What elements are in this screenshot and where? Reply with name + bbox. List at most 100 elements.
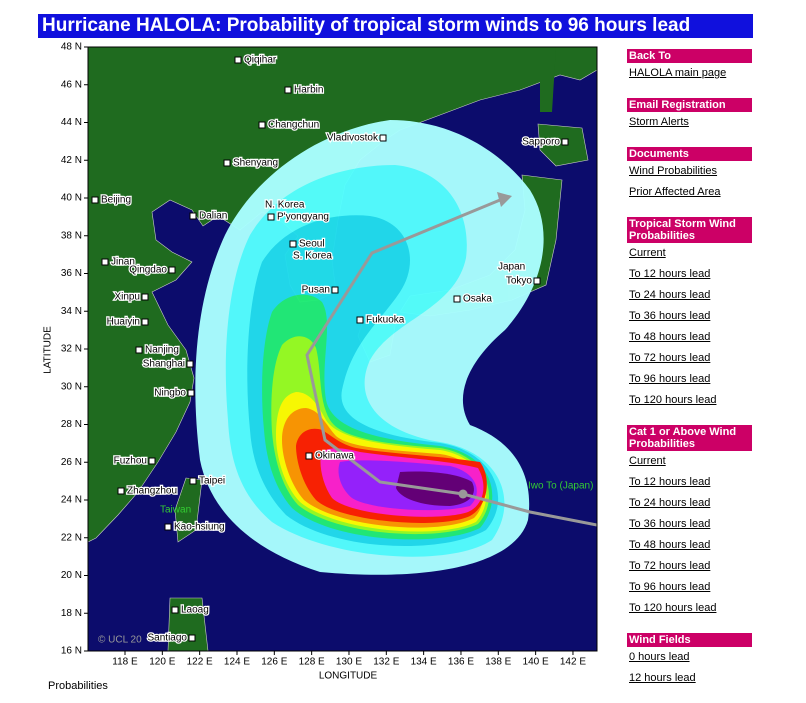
city-label: Ningbo xyxy=(154,388,186,399)
sidebar-section: Tropical Storm Wind Probabilities Current… xyxy=(627,217,752,411)
city-label: Qingdao xyxy=(129,265,167,276)
nav-link[interactable]: To 12 hours lead xyxy=(629,476,711,488)
city-marker xyxy=(91,196,99,204)
latitude-label: 18 N xyxy=(61,608,82,619)
nav-link[interactable]: Current xyxy=(629,247,666,259)
city-label: Dalian xyxy=(199,211,227,222)
nav-link[interactable]: HALOLA main page xyxy=(629,67,727,79)
city-marker xyxy=(141,318,149,326)
latitude-label: 34 N xyxy=(61,306,82,317)
latitude-label: 20 N xyxy=(61,570,82,581)
probability-contours xyxy=(195,120,544,575)
longitude-label: 142 E xyxy=(560,657,586,668)
nav-link[interactable]: To 36 hours lead xyxy=(629,518,711,530)
latitude-label: 36 N xyxy=(61,268,82,279)
latitude-label: 40 N xyxy=(61,193,82,204)
nav-link[interactable]: Prior Affected Area xyxy=(629,186,721,198)
city-label: Osaka xyxy=(463,294,492,305)
city-marker xyxy=(171,606,179,614)
section-heading: Email Registration xyxy=(627,98,752,112)
latitude-label: 48 N xyxy=(61,42,82,53)
city-label: Changchun xyxy=(268,120,319,131)
city-marker xyxy=(284,86,292,94)
nav-link[interactable]: To 72 hours lead xyxy=(629,560,711,572)
latitude-label: 24 N xyxy=(61,495,82,506)
city-marker xyxy=(305,452,313,460)
longitude-label: 132 E xyxy=(373,657,399,668)
city-marker xyxy=(267,213,275,221)
city-label: Jinan xyxy=(111,257,135,268)
latitude-label: 42 N xyxy=(61,155,82,166)
section-heading: Back To xyxy=(627,49,752,63)
nav-link[interactable]: To 36 hours lead xyxy=(629,310,711,322)
storm-track xyxy=(305,198,597,527)
region-label: Iwo To (Japan) xyxy=(528,481,593,492)
latitude-label: 16 N xyxy=(61,646,82,657)
longitude-label: 124 E xyxy=(224,657,250,668)
city-marker xyxy=(533,277,541,285)
latitude-label: 38 N xyxy=(61,230,82,241)
city-marker xyxy=(164,523,172,531)
nav-link[interactable]: To 72 hours lead xyxy=(629,352,711,364)
nav-link[interactable]: To 120 hours lead xyxy=(629,394,717,406)
section-heading: Documents xyxy=(627,147,752,161)
sakhalin xyxy=(540,47,556,112)
city-marker xyxy=(189,477,197,485)
longitude-label: 138 E xyxy=(485,657,511,668)
city-label: Beijing xyxy=(101,195,131,206)
page-title: Hurricane HALOLA: Probability of tropica… xyxy=(38,14,753,38)
map: LATITUDE LONGITUDE © UCL 20 48 N 46 N 44 N… xyxy=(43,42,598,682)
storm-center xyxy=(458,489,468,499)
sidebar-section: Cat 1 or Above Wind Probabilities Current… xyxy=(627,425,752,619)
nav-link[interactable]: To 48 hours lead xyxy=(629,331,711,343)
latitude-label: 46 N xyxy=(61,79,82,90)
city-marker xyxy=(187,389,195,397)
nav-link[interactable]: To 96 hours lead xyxy=(629,581,711,593)
latitude-label: 44 N xyxy=(61,117,82,128)
x-axis-label: LONGITUDE xyxy=(319,671,378,682)
nav-link[interactable]: 0 hours lead xyxy=(629,651,690,663)
city-label: Seoul xyxy=(299,239,325,250)
city-label: Harbin xyxy=(294,85,323,96)
nav-link[interactable]: To 24 hours lead xyxy=(629,497,711,509)
city-label: Tokyo xyxy=(506,276,533,287)
city-marker xyxy=(223,159,231,167)
longitude-label: 130 E xyxy=(336,657,362,668)
city-marker xyxy=(356,316,364,324)
latitude-label: 28 N xyxy=(61,419,82,430)
city-marker xyxy=(561,138,569,146)
city-label: Okinawa xyxy=(315,451,354,462)
city-marker xyxy=(189,212,197,220)
city-label: Fuzhou xyxy=(114,456,147,467)
latitude-label: 30 N xyxy=(61,381,82,392)
city-marker xyxy=(331,286,339,294)
city-marker xyxy=(148,457,156,465)
city-marker xyxy=(135,346,143,354)
latitude-label: 22 N xyxy=(61,532,82,543)
nav-link[interactable]: Wind Probabilities xyxy=(629,165,718,177)
longitude-label: 120 E xyxy=(149,657,175,668)
city-label: Sapporo xyxy=(522,137,560,148)
city-label: Shenyang xyxy=(233,158,278,169)
nav-link[interactable]: Current xyxy=(629,455,666,467)
nav-link[interactable]: 12 hours lead xyxy=(629,672,696,684)
track-arrow xyxy=(497,192,512,207)
sidebar-section: Documents Wind Probabilities Prior Affecte… xyxy=(627,147,752,203)
region-label: S. Korea xyxy=(293,251,332,262)
longitude-label: 128 E xyxy=(299,657,325,668)
city-label: P'yongyang xyxy=(277,212,329,223)
nav-link[interactable]: To 96 hours lead xyxy=(629,373,711,385)
nav-link[interactable]: To 12 hours lead xyxy=(629,268,711,280)
nav-link[interactable]: To 24 hours lead xyxy=(629,289,711,301)
city-label: Taipei xyxy=(199,476,225,487)
nav-link[interactable]: To 48 hours lead xyxy=(629,539,711,551)
city-marker xyxy=(141,293,149,301)
nav-link[interactable]: To 120 hours lead xyxy=(629,602,717,614)
city-marker xyxy=(186,360,194,368)
city-label: Xinpu xyxy=(114,292,140,303)
city-label: Fukuoka xyxy=(366,315,405,326)
city-label: Vladivostok xyxy=(327,133,379,144)
longitude-label: 118 E xyxy=(112,657,138,668)
nav-link[interactable]: Storm Alerts xyxy=(629,116,689,128)
sidebar-section: Email Registration Storm Alerts xyxy=(627,98,752,133)
